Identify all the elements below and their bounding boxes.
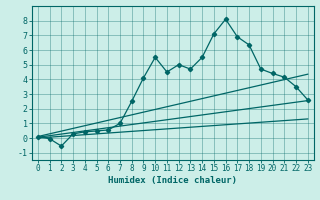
X-axis label: Humidex (Indice chaleur): Humidex (Indice chaleur) <box>108 176 237 185</box>
